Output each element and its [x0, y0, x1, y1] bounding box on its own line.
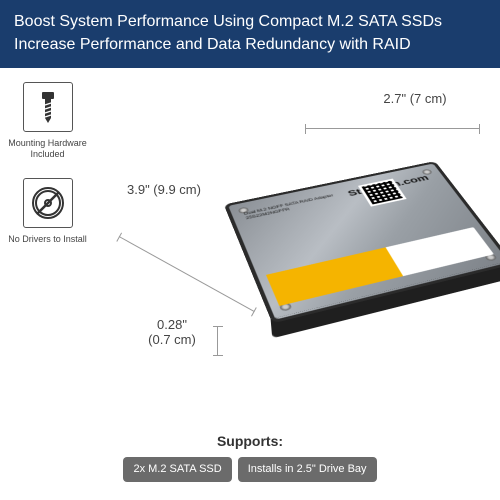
dimension-width-line — [305, 128, 480, 129]
product-diagram: 2.7" (7 cm) 3.9" (9.9 cm) 0.28" (0.7 cm)… — [95, 68, 500, 418]
dimension-depth: 3.9" (9.9 cm) — [119, 183, 209, 198]
chip-m2-sata: 2x M.2 SATA SSD — [123, 457, 231, 482]
dimension-height-sub: (0.7 cm) — [148, 332, 196, 347]
feature-no-drivers: No Drivers to Install — [0, 178, 95, 245]
feature-mounting-hardware: Mounting Hardware Included — [0, 82, 95, 160]
dimension-height-line — [217, 326, 218, 356]
dimension-width: 2.7" (7 cm) — [365, 92, 465, 107]
dimension-depth-line — [119, 236, 255, 312]
dimension-height: 0.28" (0.7 cm) — [137, 318, 207, 348]
supports-title: Supports: — [0, 433, 500, 449]
product-description: Dual M.2 NGFF SATA RAID Adapter 25S22M2N… — [243, 188, 365, 222]
feature-label: No Drivers to Install — [4, 234, 91, 245]
supports-chips: 2x M.2 SATA SSD Installs in 2.5" Drive B… — [0, 457, 500, 482]
feature-sidebar: Mounting Hardware Included No Drivers to… — [0, 82, 95, 244]
chip-drive-bay: Installs in 2.5" Drive Bay — [238, 457, 377, 482]
feature-label: Mounting Hardware Included — [4, 138, 91, 160]
header-line-2: Increase Performance and Data Redundancy… — [14, 33, 486, 56]
screw-icon — [23, 82, 73, 132]
header-banner: Boost System Performance Using Compact M… — [0, 0, 500, 68]
product-label-strip — [266, 227, 494, 306]
dimension-height-value: 0.28" — [157, 317, 187, 332]
footer: Supports: 2x M.2 SATA SSD Installs in 2.… — [0, 433, 500, 482]
product-ssd-render: StarTech.com Dual M.2 NGFF SATA RAID Ada… — [224, 161, 500, 324]
main-content: Mounting Hardware Included No Drivers to… — [0, 68, 500, 418]
header-line-1: Boost System Performance Using Compact M… — [14, 10, 486, 33]
no-disc-icon — [23, 178, 73, 228]
